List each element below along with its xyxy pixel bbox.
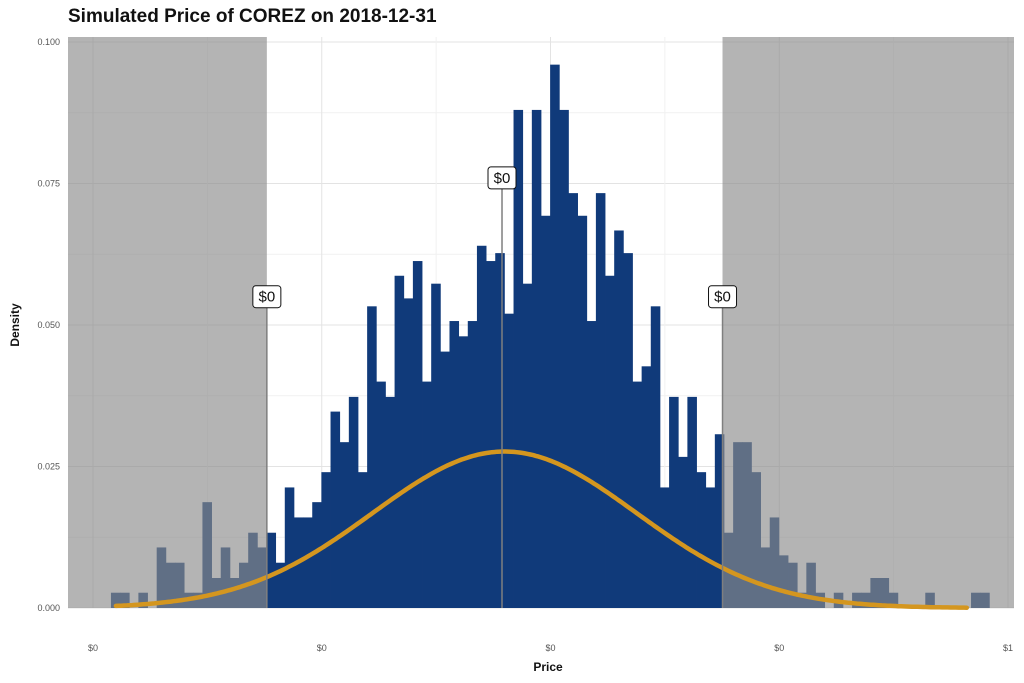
histogram-bar [422, 381, 432, 608]
histogram-bar [577, 215, 588, 608]
histogram-bar [284, 487, 295, 608]
histogram-bar [275, 562, 286, 608]
histogram-bar [641, 366, 652, 608]
histogram-bar [348, 396, 359, 608]
histogram-bar [440, 351, 450, 608]
histogram-bar [495, 253, 505, 609]
histogram-bar [650, 306, 661, 608]
histogram-bar [678, 456, 688, 608]
y-axis-title: Density [8, 303, 22, 347]
histogram-bar [522, 283, 533, 608]
histogram-bar [476, 245, 487, 608]
histogram-bar [312, 502, 322, 608]
normal-fit-line [113, 449, 970, 610]
histogram-bar [605, 275, 615, 608]
histogram-bar [687, 396, 697, 608]
chart-title: Simulated Price of COREZ on 2018-12-31 [68, 6, 437, 27]
y-tick-label: 0.000 [37, 603, 60, 613]
annotations: $0 $0 $0 [252, 166, 738, 608]
histogram-bar [376, 381, 386, 608]
x-tick-labels: $0 $0 $0 $0 $1 [88, 643, 1013, 653]
histogram-bar [266, 532, 277, 608]
x-tick-label: $0 [88, 643, 98, 653]
annotation-text: $0 [714, 289, 731, 306]
histogram-bar [623, 253, 633, 609]
histogram-bar [531, 109, 542, 609]
annotation-label: $0 [252, 285, 282, 309]
histogram-bar [321, 472, 331, 608]
histogram-bar [714, 434, 725, 608]
normal-curve [113, 449, 970, 610]
histogram-bar [595, 193, 606, 608]
y-tick-label: 0.050 [37, 320, 60, 330]
right-tail-shade [722, 37, 1014, 608]
annotation-label: $0 [487, 166, 517, 190]
x-tick-label: $0 [774, 643, 784, 653]
y-tick-label: 0.025 [37, 462, 60, 472]
histogram-bar [669, 396, 679, 608]
histogram-bar [614, 230, 624, 608]
y-tick-label: 0.100 [37, 37, 60, 47]
y-tick-label: 0.075 [37, 179, 60, 189]
histogram-bar [458, 336, 469, 608]
histogram-bar [367, 306, 377, 608]
histogram-bar [403, 298, 414, 608]
histogram-bar [513, 109, 524, 609]
tail-shading [68, 37, 1014, 608]
histogram-bar [339, 442, 350, 608]
annotation-label: $0 [708, 285, 738, 309]
x-axis-title: Price [533, 660, 563, 674]
left-tail-shade [68, 37, 267, 608]
x-tick-label: $1 [1003, 643, 1013, 653]
histogram-bar [504, 313, 514, 608]
histogram-bar [467, 321, 478, 608]
histogram-bar [412, 261, 423, 608]
histogram-bar [540, 215, 551, 608]
histogram-bar [330, 411, 341, 608]
histogram-bar [696, 472, 707, 608]
histogram-bar [568, 193, 578, 608]
x-tick-label: $0 [317, 643, 327, 653]
annotation-box [252, 285, 282, 309]
annotation-text: $0 [259, 289, 276, 306]
histogram-bar [559, 109, 569, 609]
histogram-bar [586, 321, 597, 608]
histogram-bar [394, 275, 405, 608]
annotation-text: $0 [494, 170, 511, 187]
annotation-box [708, 285, 738, 309]
y-tick-labels: 0.000 0.025 0.050 0.075 0.100 [37, 37, 60, 613]
histogram-bar [486, 261, 496, 608]
histogram-bar [303, 517, 313, 608]
histogram-bar [632, 381, 643, 608]
histogram-bar [357, 472, 368, 608]
annotation-box [487, 166, 517, 190]
histogram-bar [705, 487, 716, 608]
histogram-bar [431, 283, 441, 608]
histogram-bar [550, 64, 560, 608]
histogram-bar [659, 487, 670, 608]
x-tick-label: $0 [545, 643, 555, 653]
